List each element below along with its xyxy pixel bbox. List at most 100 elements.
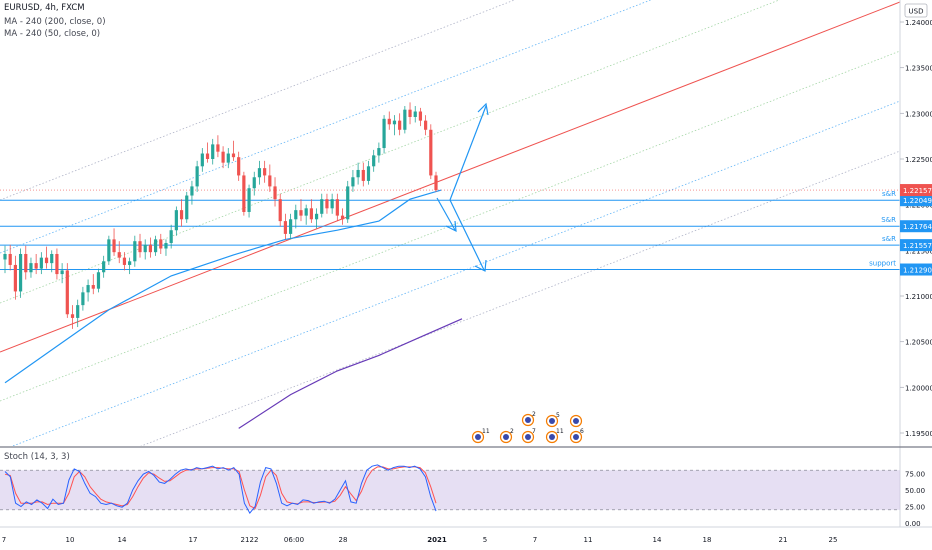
candle-body[interactable]: [153, 239, 158, 253]
symbol-legend[interactable]: EURUSD, 4h, FXCM: [4, 3, 85, 13]
candle-body[interactable]: [314, 213, 319, 220]
candle-body[interactable]: [169, 230, 173, 244]
candle-body[interactable]: [398, 120, 402, 130]
ma50-line[interactable]: [4, 189, 442, 384]
candle-body[interactable]: [55, 253, 59, 275]
candle-body[interactable]: [257, 168, 262, 178]
candle-body[interactable]: [34, 263, 38, 269]
candle-body[interactable]: [122, 257, 127, 265]
candle-body[interactable]: [216, 144, 220, 152]
candle-body[interactable]: [408, 109, 412, 117]
time-axis[interactable]: 7 10 14 17 21 22 06:00 28 2021 5 7 11 14 18 21 25: [0, 526, 932, 544]
candle-body[interactable]: [226, 153, 230, 163]
candle-body[interactable]: [174, 210, 178, 231]
candle-body[interactable]: [434, 175, 438, 191]
candle-body[interactable]: [289, 219, 293, 234]
candle-body[interactable]: [148, 244, 152, 253]
arrow-line-down[interactable]: [449, 199, 485, 271]
candle-body[interactable]: [91, 285, 95, 289]
candle-body[interactable]: [346, 186, 350, 220]
candle-body[interactable]: [164, 243, 168, 249]
ma200-legend[interactable]: MA - 240 (200, close, 0): [4, 17, 106, 27]
candle-body[interactable]: [377, 148, 381, 156]
candle-body[interactable]: [185, 195, 189, 220]
candle-body[interactable]: [133, 241, 137, 262]
candle-body[interactable]: [335, 199, 339, 216]
candle-body[interactable]: [179, 210, 184, 220]
moving-averages[interactable]: [4, 189, 463, 429]
level-price-badge[interactable]: [900, 239, 932, 252]
candle-body[interactable]: [263, 168, 267, 176]
arrow-line-to-sr[interactable]: [436, 197, 456, 231]
candle-body[interactable]: [76, 305, 80, 318]
candle-body[interactable]: [268, 175, 272, 187]
level-price-badge[interactable]: [900, 220, 932, 233]
candle-body[interactable]: [294, 210, 298, 220]
candle-body[interactable]: [330, 199, 334, 209]
candle-body[interactable]: [424, 120, 428, 130]
candle-body[interactable]: [221, 151, 225, 163]
candle-body[interactable]: [8, 253, 12, 265]
candle-body[interactable]: [278, 199, 282, 222]
economic-events[interactable]: 11 2 2 7 11 5 6: [471, 411, 585, 444]
candle-body[interactable]: [320, 199, 324, 214]
candle-body[interactable]: [366, 166, 371, 181]
main-pane[interactable]: [0, 0, 900, 446]
candle-body[interactable]: [418, 111, 423, 121]
price-axis[interactable]: 1.240001.235001.230001.225001.220001.215…: [899, 0, 932, 527]
candle-body[interactable]: [138, 241, 142, 253]
candle-body[interactable]: [325, 199, 329, 209]
candle-body[interactable]: [413, 111, 417, 117]
candle-body[interactable]: [304, 208, 308, 216]
currency-badge[interactable]: USD: [904, 3, 928, 18]
regression-channel[interactable]: [0, 0, 900, 501]
candlestick-series[interactable]: [3, 102, 438, 329]
candle-body[interactable]: [50, 253, 54, 264]
candle-body[interactable]: [65, 270, 69, 315]
candle-body[interactable]: [195, 166, 199, 187]
stoch-legend[interactable]: Stoch (14, 3, 3): [4, 452, 70, 462]
candle-body[interactable]: [24, 253, 28, 273]
candle-body[interactable]: [299, 210, 303, 216]
candle-body[interactable]: [96, 272, 101, 289]
candle-body[interactable]: [403, 109, 407, 130]
candle-body[interactable]: [112, 239, 116, 253]
candle-body[interactable]: [340, 215, 345, 220]
candle-body[interactable]: [351, 177, 355, 187]
level-price-badge[interactable]: [900, 194, 932, 207]
stoch-k-line[interactable]: [4, 464, 437, 514]
candle-body[interactable]: [107, 239, 111, 262]
candle-body[interactable]: [143, 244, 147, 253]
arrow-line-up[interactable]: [449, 105, 487, 201]
candle-body[interactable]: [361, 169, 365, 181]
candle-body[interactable]: [44, 257, 49, 264]
candle-body[interactable]: [273, 186, 277, 200]
candle-body[interactable]: [252, 177, 256, 189]
candle-body[interactable]: [356, 169, 360, 178]
candle-body[interactable]: [190, 186, 194, 196]
candle-body[interactable]: [29, 263, 33, 273]
candle-body[interactable]: [13, 264, 17, 292]
support-resistance-levels[interactable]: s&R S&R s&R support: [0, 189, 900, 271]
candle-body[interactable]: [387, 118, 391, 125]
channel-midline[interactable]: [0, 1, 900, 353]
candle-body[interactable]: [3, 253, 7, 260]
candle-body[interactable]: [86, 285, 90, 293]
candle-body[interactable]: [117, 252, 121, 258]
candle-body[interactable]: [242, 175, 246, 212]
candle-body[interactable]: [247, 188, 251, 212]
candle-body[interactable]: [283, 221, 288, 234]
candle-body[interactable]: [159, 239, 163, 249]
candle-body[interactable]: [309, 208, 313, 220]
projection-arrows[interactable]: [436, 102, 489, 272]
candle-body[interactable]: [70, 314, 75, 318]
level-price-badge[interactable]: [900, 263, 932, 276]
last-price-badge[interactable]: [900, 184, 932, 197]
candle-body[interactable]: [211, 144, 215, 159]
candle-body[interactable]: [39, 257, 43, 269]
ma50-legend[interactable]: MA - 240 (50, close, 0): [4, 29, 100, 39]
candle-body[interactable]: [18, 253, 23, 292]
candle-body[interactable]: [237, 157, 241, 176]
candle-body[interactable]: [81, 292, 85, 306]
